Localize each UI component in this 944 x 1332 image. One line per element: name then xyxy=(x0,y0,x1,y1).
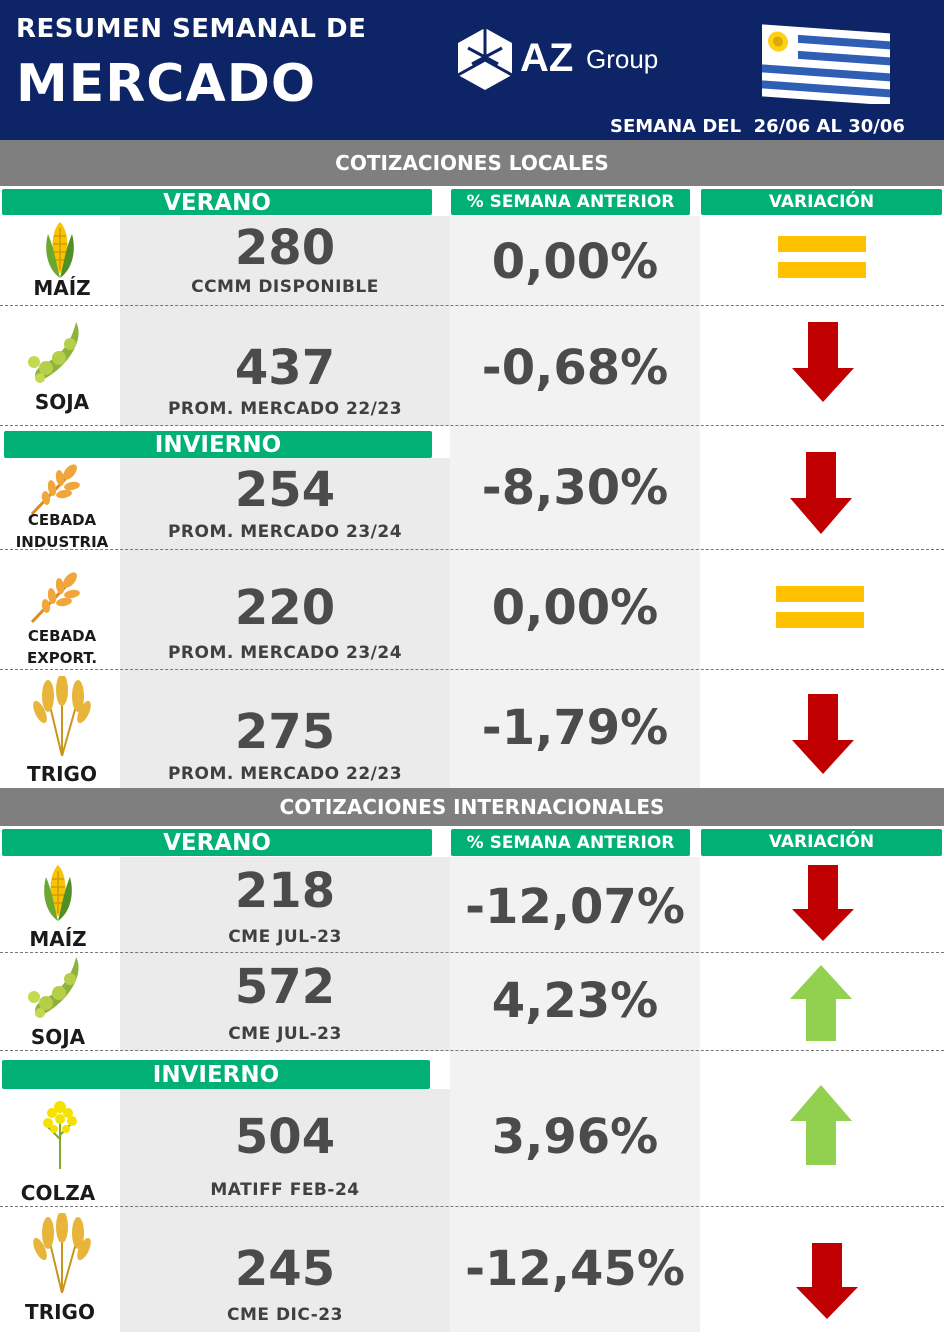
intl-pct-header: % SEMANA ANTERIOR xyxy=(451,829,690,856)
local-section-title: COTIZACIONES LOCALES xyxy=(0,140,944,186)
local-cebada-exp-value: 220 xyxy=(234,580,336,636)
corn-icon xyxy=(46,222,74,278)
down-arrow-icon xyxy=(790,452,852,534)
local-maiz-value: 280 xyxy=(234,220,336,276)
barley-icon xyxy=(30,464,80,516)
intl-colza-pct: 3,96% xyxy=(491,1109,659,1165)
barley-icon xyxy=(30,572,80,624)
logo-main-text: AZ xyxy=(520,36,574,80)
intl-maiz-name: MAÍZ xyxy=(29,927,87,951)
local-row-cebada-export: CEBADA EXPORT. 220 PROM. MERCADO 23/24 0… xyxy=(0,550,944,670)
intl-trigo-ref: CME DIC-23 xyxy=(227,1305,343,1325)
cube-logo-icon xyxy=(457,28,513,90)
soybean-icon xyxy=(28,322,79,383)
local-maiz-name: MAÍZ xyxy=(33,276,91,300)
intl-row-soja: SOJA 572 CME JUL-23 4,23% xyxy=(0,953,944,1051)
local-row-cebada-industria: CEBADA INDUSTRIA 254 PROM. MERCADO 23/24… xyxy=(0,426,944,551)
intl-soja-value: 572 xyxy=(234,959,336,1015)
down-arrow-icon xyxy=(796,1243,858,1319)
report-title-line2: MERCADO xyxy=(16,54,317,114)
local-cebada-exp-name-2: EXPORT. xyxy=(26,649,98,667)
intl-trigo-pct: -12,45% xyxy=(465,1241,685,1297)
down-arrow-icon xyxy=(792,322,854,402)
down-arrow-icon xyxy=(792,694,854,774)
local-soja-ref: PROM. MERCADO 22/23 xyxy=(167,399,403,419)
report-header: RESUMEN SEMANAL DE MERCADO AZ Group SEMA… xyxy=(0,0,944,140)
intl-soja-pct: 4,23% xyxy=(491,973,659,1029)
local-trigo-pct: -1,79% xyxy=(481,700,669,756)
local-cebada-exp-pct: 0,00% xyxy=(491,580,659,636)
local-soja-pct: -0,68% xyxy=(481,340,669,396)
local-soja-value: 437 xyxy=(234,340,336,396)
corn-icon xyxy=(44,865,72,921)
intl-row-maiz: MAÍZ 218 CME JUL-23 -12,07% xyxy=(0,857,944,953)
local-cebada-ind-value: 254 xyxy=(234,462,336,518)
intl-soja-name: SOJA xyxy=(30,1025,86,1049)
local-trigo-value: 275 xyxy=(234,704,336,760)
local-cebada-ind-ref: PROM. MERCADO 23/24 xyxy=(167,522,403,542)
wheat-icon xyxy=(33,1213,91,1293)
equal-trend-icon xyxy=(778,236,866,278)
local-cebada-ind-pct: -8,30% xyxy=(481,460,669,516)
up-arrow-icon xyxy=(790,1085,852,1165)
local-variation-header: VARIACIÓN xyxy=(701,189,942,215)
intl-verano-header: VERANO xyxy=(2,829,432,856)
local-cebada-exp-ref: PROM. MERCADO 23/24 xyxy=(167,643,403,663)
intl-maiz-value: 218 xyxy=(234,863,336,919)
intl-maiz-pct: -12,07% xyxy=(465,879,685,935)
report-title-line1: RESUMEN SEMANAL DE xyxy=(16,14,367,44)
intl-colza-value: 504 xyxy=(234,1109,336,1165)
uruguay-flag-icon xyxy=(762,24,890,104)
up-arrow-icon xyxy=(790,965,852,1041)
intl-trigo-value: 245 xyxy=(234,1241,336,1297)
intl-maiz-ref: CME JUL-23 xyxy=(228,927,342,947)
local-maiz-pct: 0,00% xyxy=(491,234,659,290)
down-arrow-icon xyxy=(792,865,854,941)
local-cebada-ind-name-1: CEBADA xyxy=(27,511,97,529)
intl-trigo-name: TRIGO xyxy=(25,1300,95,1324)
local-row-trigo: TRIGO 275 PROM. MERCADO 22/23 -1,79% xyxy=(0,670,944,788)
local-cebada-exp-name-1: CEBADA xyxy=(27,627,97,645)
local-cebada-ind-name-2: INDUSTRIA xyxy=(15,533,109,551)
week-range: SEMANA DEL 26/06 AL 30/06 xyxy=(610,116,905,137)
az-group-logo: AZ Group xyxy=(454,26,674,96)
local-row-maiz: MAÍZ 280 CCMM DISPONIBLE 0,00% xyxy=(0,216,944,306)
local-row-soja: SOJA 437 PROM. MERCADO 22/23 -0,68% xyxy=(0,306,944,426)
local-invierno-header: INVIERNO xyxy=(4,431,432,458)
intl-row-colza: COLZA 504 MATIFF FEB-24 3,96% xyxy=(0,1051,944,1207)
intl-invierno-header: INVIERNO xyxy=(2,1060,430,1089)
local-trigo-ref: PROM. MERCADO 22/23 xyxy=(167,764,403,784)
logo-sub-text: Group xyxy=(586,44,659,74)
intl-variation-header: VARIACIÓN xyxy=(701,829,942,856)
soybean-icon xyxy=(28,957,79,1018)
local-pct-header: % SEMANA ANTERIOR xyxy=(451,189,690,215)
international-section-title: COTIZACIONES INTERNACIONALES xyxy=(0,788,944,826)
local-maiz-ref: CCMM DISPONIBLE xyxy=(191,277,379,297)
intl-soja-ref: CME JUL-23 xyxy=(228,1024,342,1044)
wheat-icon xyxy=(33,676,91,756)
local-soja-name: SOJA xyxy=(34,390,90,414)
local-trigo-name: TRIGO xyxy=(27,762,97,786)
intl-row-trigo: TRIGO 245 CME DIC-23 -12,45% xyxy=(0,1207,944,1332)
rapeseed-icon xyxy=(43,1101,77,1169)
equal-trend-icon xyxy=(776,586,864,628)
intl-colza-name: COLZA xyxy=(20,1181,96,1205)
local-verano-header: VERANO xyxy=(2,189,432,216)
intl-colza-ref: MATIFF FEB-24 xyxy=(210,1180,360,1200)
